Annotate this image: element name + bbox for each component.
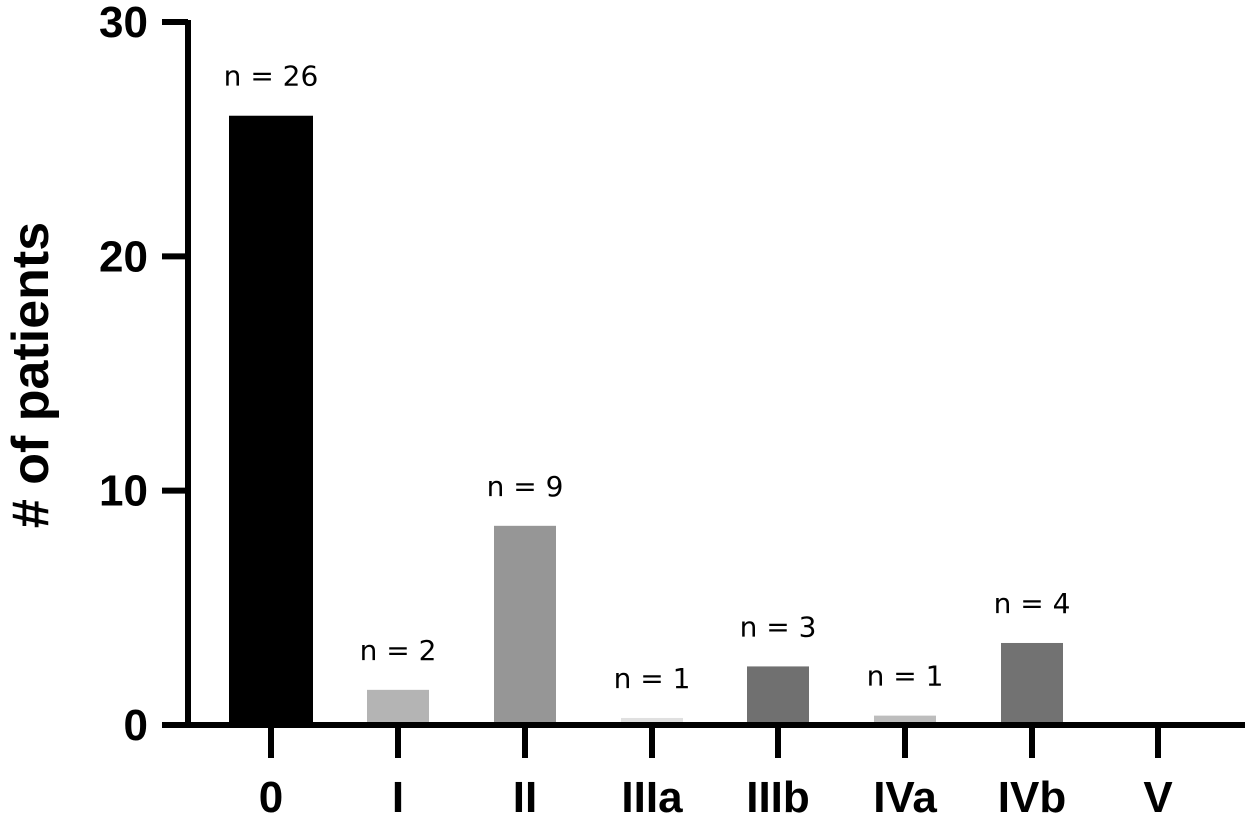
bar-i — [367, 689, 429, 725]
y-axis-label: # of patients — [2, 222, 60, 528]
x-tick-label: V — [1143, 773, 1173, 818]
y-tick-label: 20 — [99, 232, 148, 281]
bar-data-label: n = 3 — [740, 610, 817, 643]
bar-iva — [874, 715, 936, 725]
x-tick-label: I — [392, 773, 404, 818]
bar-data-label: n = 1 — [614, 662, 691, 695]
bar-data-label: n = 9 — [487, 470, 564, 503]
bar-0 — [229, 115, 313, 725]
x-tick-label: IIIb — [746, 773, 810, 818]
y-tick-label: 10 — [99, 467, 148, 516]
bar-ii — [494, 525, 556, 725]
bar-data-label: n = 4 — [994, 587, 1071, 620]
bar-data-label: n = 26 — [224, 60, 319, 93]
y-tick-label: 0 — [124, 701, 148, 750]
bar-data-label: n = 2 — [360, 634, 437, 667]
bar-iiib — [747, 666, 809, 725]
bar-ivb — [1001, 642, 1063, 725]
y-tick-label: 30 — [99, 0, 148, 47]
bar-iiia — [621, 717, 683, 725]
x-tick-label: IVb — [998, 773, 1066, 818]
x-tick-label: II — [513, 773, 537, 818]
x-tick-label: IIIa — [621, 773, 683, 818]
x-tick-label: IVa — [873, 773, 937, 818]
bar-data-label: n = 1 — [867, 660, 944, 693]
x-tick-label: 0 — [259, 773, 283, 818]
